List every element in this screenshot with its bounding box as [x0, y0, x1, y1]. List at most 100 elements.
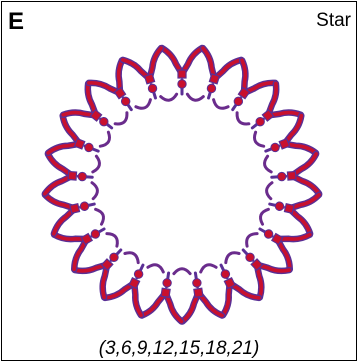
backbone-segment — [105, 232, 119, 248]
arm-branch-outline — [85, 79, 124, 97]
backbone-segment — [185, 92, 205, 102]
star-arm — [158, 44, 206, 96]
arm-hub — [270, 232, 284, 246]
arm-hub — [278, 137, 291, 150]
arm-hub — [67, 170, 78, 181]
arm-index-caption: (3,6,9,12,15,18,21) — [98, 338, 260, 359]
arm-hub — [113, 86, 127, 100]
arm-branch — [87, 81, 122, 95]
arm-branch — [61, 110, 98, 118]
arm-hub — [237, 86, 251, 100]
arm-branch — [227, 281, 261, 300]
backbone-segment — [91, 154, 101, 174]
arm-hub — [286, 170, 297, 181]
backbone-segment — [224, 251, 241, 265]
panel-label: E — [8, 8, 25, 35]
backbone-segment — [259, 207, 270, 226]
backbone-segment — [90, 181, 99, 201]
arm-branch — [121, 58, 152, 81]
arm-bead — [255, 116, 265, 127]
arm-hub — [223, 276, 236, 290]
arm-hub — [283, 202, 295, 214]
star-arms — [41, 44, 323, 325]
arm-branch — [240, 58, 248, 95]
backbone-segment — [123, 251, 140, 265]
arm-branch-outline — [59, 112, 83, 148]
star-arm — [268, 191, 323, 238]
arm-bead — [147, 83, 158, 94]
arm-branch — [100, 262, 109, 300]
arm-branch — [196, 290, 224, 318]
arm-bead — [270, 142, 280, 153]
arm-bead — [177, 79, 187, 89]
arm-hub — [250, 258, 264, 272]
arm-branch — [282, 113, 304, 146]
arm-hub — [143, 73, 156, 85]
arm-bead — [274, 201, 285, 211]
backbone-ring — [90, 92, 274, 276]
arm-bead — [133, 269, 144, 279]
arm-branch — [147, 46, 163, 81]
arm-bead — [263, 229, 274, 239]
star-arm — [119, 44, 165, 100]
arm-bead — [84, 142, 94, 153]
backbone-segment — [199, 263, 218, 274]
star-arm — [41, 150, 94, 198]
backbone-segment — [98, 130, 111, 148]
arm-branch — [266, 81, 279, 118]
arm-branch — [46, 142, 82, 155]
arm-hub — [208, 73, 221, 85]
arm-hub — [177, 69, 187, 79]
star-arm — [50, 227, 106, 273]
backbone-segment — [212, 98, 230, 110]
arm-hub — [160, 287, 171, 299]
arm-branch — [287, 192, 321, 211]
arm-branch — [255, 262, 291, 273]
arm-branch — [163, 290, 184, 324]
backbone-segment — [265, 181, 274, 201]
arm-bead — [77, 171, 87, 182]
backbone-segment — [253, 130, 266, 148]
arm-branch — [72, 237, 89, 272]
backbone-segment — [235, 111, 251, 126]
backbone-segment — [159, 92, 179, 102]
arm-bead — [233, 96, 244, 107]
backbone-segment — [113, 111, 129, 126]
arm-bead — [245, 252, 255, 263]
arm-hub — [128, 276, 141, 290]
arm-hub — [261, 108, 275, 122]
arm-branch — [289, 152, 318, 178]
arm-hub — [193, 287, 204, 299]
arm-branch-outline — [240, 79, 279, 97]
backbone-segment — [94, 207, 105, 226]
backbone-segment — [134, 98, 152, 110]
arm-branch-outline — [70, 235, 90, 273]
arm-bead — [220, 269, 231, 279]
arm-branch — [275, 232, 312, 241]
backbone-segment — [172, 267, 192, 276]
arm-hub — [89, 108, 103, 122]
arm-bead — [277, 171, 287, 182]
arm-branch — [52, 206, 77, 236]
arm-branch — [132, 281, 143, 318]
arm-branch-outline — [274, 235, 294, 273]
arm-bead — [109, 252, 119, 263]
arm-hub — [100, 258, 114, 272]
panel-title: Star — [316, 10, 351, 31]
star-arm — [179, 271, 226, 325]
arm-branch-outline — [101, 279, 138, 302]
arm-bead — [90, 229, 101, 239]
arm-bead — [120, 96, 131, 107]
arm-hub — [69, 202, 81, 214]
arm-branch — [43, 173, 75, 196]
arm-bead — [162, 278, 172, 288]
arm-branch-outline — [281, 112, 305, 148]
arm-bead — [79, 201, 90, 211]
arm-bead — [206, 83, 217, 94]
star-arm — [138, 271, 185, 325]
arm-bead — [99, 116, 109, 127]
arm-hub — [73, 137, 86, 150]
backbone-segment — [146, 263, 165, 274]
